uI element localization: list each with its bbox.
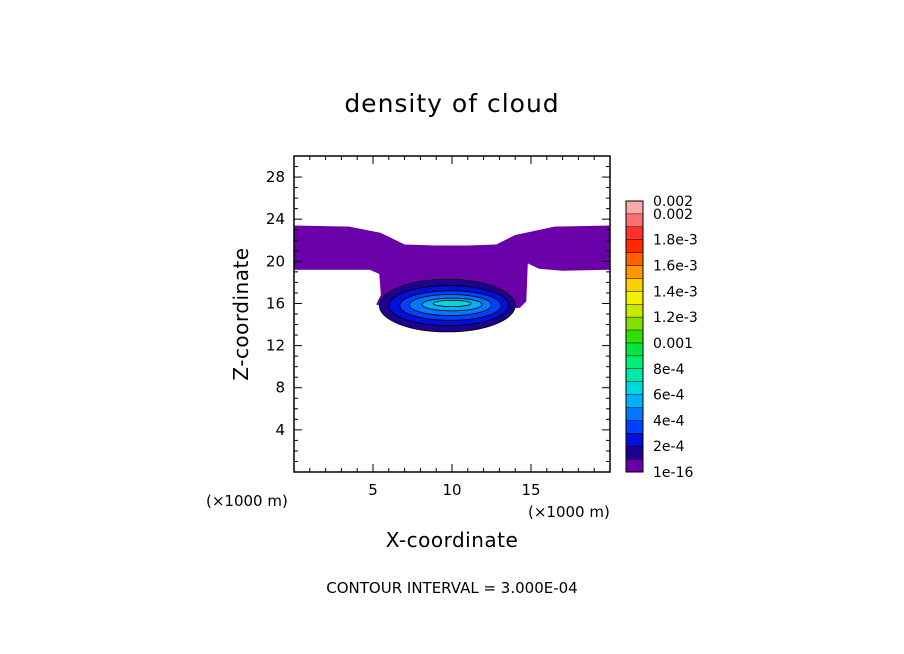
colorbar-swatch	[626, 407, 643, 421]
colorbar-label: 8e-4	[653, 362, 685, 378]
colorbar-swatch	[626, 317, 643, 331]
y-tick-label: 16	[266, 294, 285, 312]
colorbar-swatch	[626, 265, 643, 279]
colorbar-label: 1.2e-3	[653, 310, 698, 326]
colorbar-swatch	[626, 330, 643, 344]
colorbar-label: 0.002	[653, 207, 693, 223]
y-tick-labels: 4 8 12 16 20 24 28	[266, 168, 285, 439]
colorbar-swatch	[626, 278, 643, 292]
colorbar-swatch	[626, 394, 643, 408]
colorbar-swatch	[626, 226, 643, 241]
colorbar-swatch	[626, 446, 643, 460]
colorbar-swatch	[626, 368, 643, 382]
contour-lines	[378, 278, 516, 333]
x-tick-label: 5	[368, 481, 378, 499]
y-tick-label: 12	[266, 337, 285, 355]
y-tick-label: 28	[266, 168, 285, 186]
colorbar-swatch	[626, 381, 643, 395]
colorbar-label: 1.8e-3	[653, 233, 698, 249]
contour-line-dome-1	[378, 278, 516, 333]
x-axis-unit-left: (×1000 m)	[206, 492, 288, 510]
x-axis-unit-right: (×1000 m)	[528, 503, 610, 521]
colorbar-swatch	[626, 459, 643, 473]
colorbar-swatch	[626, 239, 643, 253]
colorbar-swatch	[626, 252, 643, 266]
y-tick-label: 20	[266, 252, 285, 270]
contour-line-dome-2	[388, 285, 510, 326]
colorbar-swatch	[626, 213, 643, 228]
colorbar-label: 4e-4	[653, 413, 685, 429]
y-axis-label: Z-coordinate	[229, 247, 253, 380]
colorbar-swatch	[626, 420, 643, 434]
colorbar-swatch	[626, 355, 643, 370]
contour-line-dome-5	[421, 297, 483, 312]
contour-interval-text: CONTOUR INTERVAL = 3.000E-04	[326, 579, 577, 597]
colorbar-label: 2e-4	[653, 439, 685, 455]
x-tick-label: 15	[521, 481, 540, 499]
colorbar-label: 0.002	[653, 194, 693, 210]
x-axis-label: X-coordinate	[386, 528, 519, 552]
y-tick-label: 4	[275, 421, 285, 439]
contour-line-dome-3	[399, 290, 502, 321]
colorbar-swatch	[626, 291, 643, 305]
plot-frame	[293, 155, 611, 473]
colorbar-label: 0.001	[653, 336, 693, 352]
colorbar-label: 1e-16	[653, 465, 693, 481]
x-tick-label: 10	[442, 481, 461, 499]
colorbar-swatch	[626, 201, 643, 215]
contour-line-core	[432, 299, 472, 308]
y-tick-label: 8	[275, 379, 285, 397]
chart-title: density of cloud	[344, 89, 559, 118]
y-tick-label: 24	[266, 210, 285, 228]
colorbar-label: 1.4e-3	[653, 284, 698, 300]
contour-fill-cloud-envelope	[294, 225, 610, 311]
colorbar: 1e-16 2e-4 4e-4 6e-4 8e-4 0.001 1.2e-3 1.4e-3 1.…	[625, 194, 698, 481]
colorbar-swatch	[626, 433, 643, 447]
colorbar-label: 1.6e-3	[653, 259, 698, 275]
colorbar-swatch	[626, 304, 643, 318]
colorbar-swatch	[626, 342, 643, 357]
plot-area	[293, 155, 611, 473]
colorbar-frame	[625, 200, 644, 473]
x-tick-labels: 5 10 15	[368, 481, 540, 499]
colorbar-label: 6e-4	[653, 388, 685, 404]
contour-fill-core	[433, 300, 471, 307]
contour-line-dome-4	[408, 294, 492, 316]
